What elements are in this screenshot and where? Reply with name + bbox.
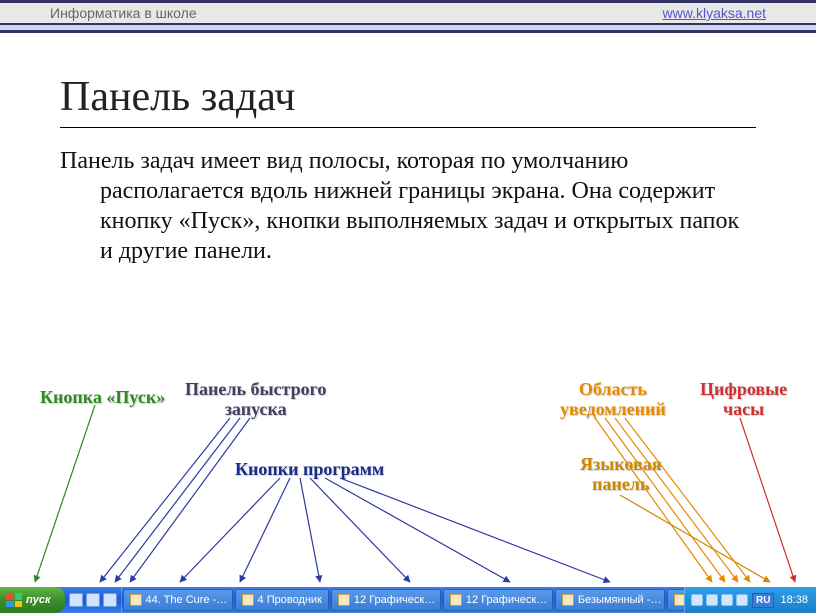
slide-title: Панель задач — [60, 73, 756, 128]
tray-icon[interactable] — [706, 594, 718, 606]
taskbar-app-button[interactable]: Безымянный -… — [555, 589, 665, 611]
taskbar-app-label: 12 Графическ… — [354, 594, 435, 606]
callout-notify: Область уведомлений — [560, 380, 666, 420]
quick-launch-icon[interactable] — [86, 593, 100, 607]
start-label: пуск — [26, 594, 51, 606]
app-icon — [338, 594, 350, 606]
header-bar: Информатика в школе www.klyaksa.net — [0, 0, 816, 33]
callout-lang: Языковая панель — [580, 455, 661, 495]
taskbar-app-label: 44. The Cure -… — [146, 594, 228, 606]
app-icon — [562, 594, 574, 606]
taskbar-app-label: 4 Проводник — [258, 594, 322, 606]
slide-paragraph: Панель задач имеет вид полосы, которая п… — [60, 146, 756, 266]
tray-icon[interactable] — [721, 594, 733, 606]
slide-content: Панель задач Панель задач имеет вид поло… — [0, 33, 816, 266]
taskbar-app-label: Безымянный -… — [578, 594, 661, 606]
app-icon — [674, 594, 684, 606]
quick-launch-icon[interactable] — [103, 593, 117, 607]
quick-launch — [65, 587, 122, 613]
taskbar-app-button[interactable]: 12 Графическ… — [443, 589, 553, 611]
app-icon — [242, 594, 254, 606]
taskbar-app-button[interactable]: 12 Графическ… — [331, 589, 441, 611]
tray-icon[interactable] — [691, 594, 703, 606]
quick-launch-icon[interactable] — [69, 593, 83, 607]
header-accent — [0, 24, 816, 30]
taskbar-app-button[interactable]: 44. The Cure -… — [123, 589, 233, 611]
callout-clock: Цифровые часы — [700, 380, 787, 420]
app-icon — [130, 594, 142, 606]
callout-programs: Кнопки программ — [235, 460, 384, 480]
app-icon — [450, 594, 462, 606]
callout-quick: Панель быстрого запуска — [185, 380, 326, 420]
windows-logo-icon — [6, 593, 22, 607]
taskbar-app-button[interactable]: 4 Проводник — [235, 589, 329, 611]
task-buttons: 44. The Cure -… 4 Проводник 12 Графическ… 1… — [122, 587, 684, 613]
tray-icon[interactable] — [736, 594, 748, 606]
clock: 18:38 — [778, 594, 810, 606]
start-button[interactable]: пуск — [0, 587, 65, 613]
callout-start: Кнопка «Пуск» — [40, 388, 165, 408]
taskbar-app-label: 12 Графическ… — [466, 594, 547, 606]
taskbar: пуск 44. The Cure -… 4 Проводник 12 Графич… — [0, 587, 816, 613]
system-tray: RU 18:38 — [684, 587, 816, 613]
language-indicator[interactable]: RU — [752, 593, 774, 608]
header-link[interactable]: www.klyaksa.net — [663, 5, 766, 21]
taskbar-app-button[interactable]: Adobe Photos… — [667, 589, 684, 611]
header-left: Информатика в школе — [50, 5, 197, 21]
